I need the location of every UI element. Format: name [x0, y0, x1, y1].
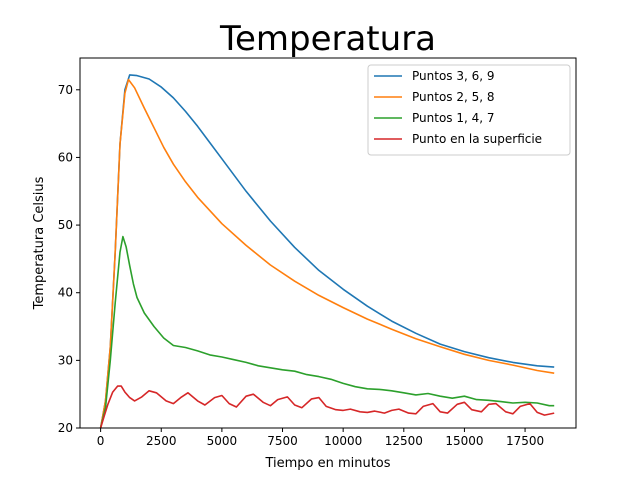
- series-line-4: [99, 385, 555, 429]
- series-line-2: [99, 78, 555, 429]
- series-line-3: [99, 235, 555, 429]
- y-tick-label: 20: [58, 421, 73, 435]
- plot-frame: [79, 57, 577, 429]
- axis-ticks: 0 2500 5000 7500 10000 12500 15000 17500 20 30 40 5…: [58, 83, 544, 448]
- x-tick-label: 2500: [146, 434, 177, 448]
- chart-title: Temperatura: [219, 19, 436, 59]
- plot-lines: [99, 74, 555, 429]
- y-axis-label: Temperatura Celsius: [32, 176, 47, 310]
- x-tick-label: 17500: [506, 434, 544, 448]
- legend-label: Puntos 3, 6, 9: [412, 69, 495, 83]
- legend-label: Puntos 1, 4, 7: [412, 111, 495, 125]
- x-tick-label: 12500: [385, 434, 423, 448]
- y-tick-label: 40: [58, 286, 73, 300]
- y-tick-label: 30: [58, 353, 73, 367]
- legend-label: Punto en la superficie: [412, 132, 542, 146]
- x-tick-label: 5000: [207, 434, 238, 448]
- x-tick-label: 10000: [324, 434, 362, 448]
- x-tick-label: 0: [97, 434, 105, 448]
- x-tick-label: 7500: [267, 434, 298, 448]
- y-tick-label: 60: [58, 150, 73, 164]
- legend: Puntos 3, 6, 9 Puntos 2, 5, 8 Puntos 1, 4,…: [367, 64, 571, 156]
- y-tick-label: 50: [58, 218, 73, 232]
- x-tick-label: 15000: [445, 434, 483, 448]
- x-axis-label: Tiempo en minutos: [264, 456, 390, 471]
- legend-box: [367, 64, 571, 156]
- y-tick-label: 70: [58, 83, 73, 97]
- legend-label: Puntos 2, 5, 8: [412, 90, 495, 104]
